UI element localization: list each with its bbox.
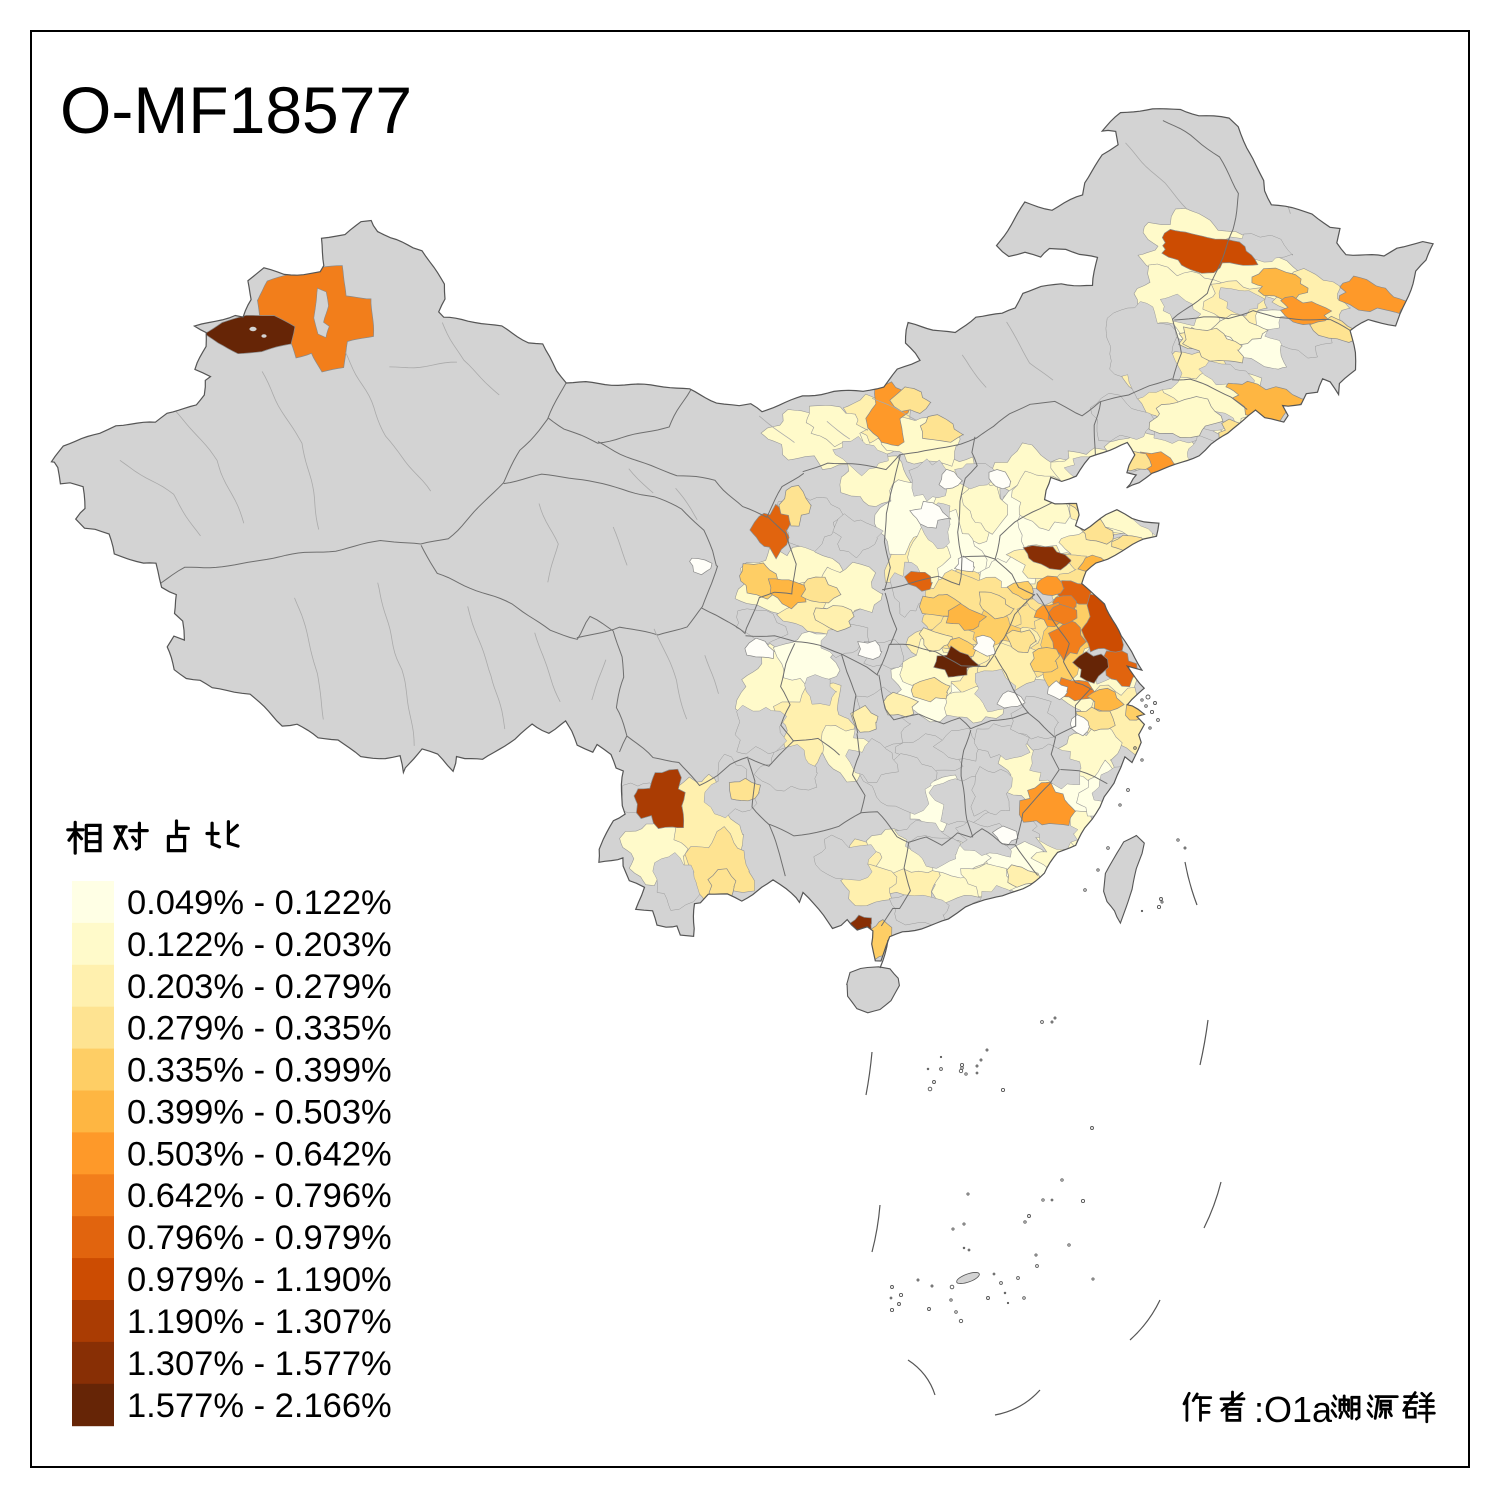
svg-text:0.049% - 0.122%: 0.049% - 0.122% <box>127 884 392 922</box>
svg-text:0.203% - 0.279%: 0.203% - 0.279% <box>127 968 392 1006</box>
svg-text:0.796% - 0.979%: 0.796% - 0.979% <box>127 1219 392 1257</box>
svg-text:0.399% - 0.503%: 0.399% - 0.503% <box>127 1094 392 1132</box>
svg-text:0.979% - 1.190%: 0.979% - 1.190% <box>127 1261 392 1299</box>
svg-text:1.577% - 2.166%: 1.577% - 2.166% <box>127 1387 392 1425</box>
svg-text:0.122% - 0.203%: 0.122% - 0.203% <box>127 926 392 964</box>
svg-text:0.279% - 0.335%: 0.279% - 0.335% <box>127 1010 392 1048</box>
svg-text:1.190% - 1.307%: 1.190% - 1.307% <box>127 1303 392 1341</box>
svg-text:0.642% - 0.796%: 0.642% - 0.796% <box>127 1177 392 1215</box>
svg-text:1.307% - 1.577%: 1.307% - 1.577% <box>127 1345 392 1383</box>
svg-text:0.503% - 0.642%: 0.503% - 0.642% <box>127 1135 392 1173</box>
svg-text:O-MF18577: O-MF18577 <box>60 73 412 147</box>
svg-text::O1a: :O1a <box>1254 1389 1333 1430</box>
svg-text:0.335% - 0.399%: 0.335% - 0.399% <box>127 1052 392 1090</box>
